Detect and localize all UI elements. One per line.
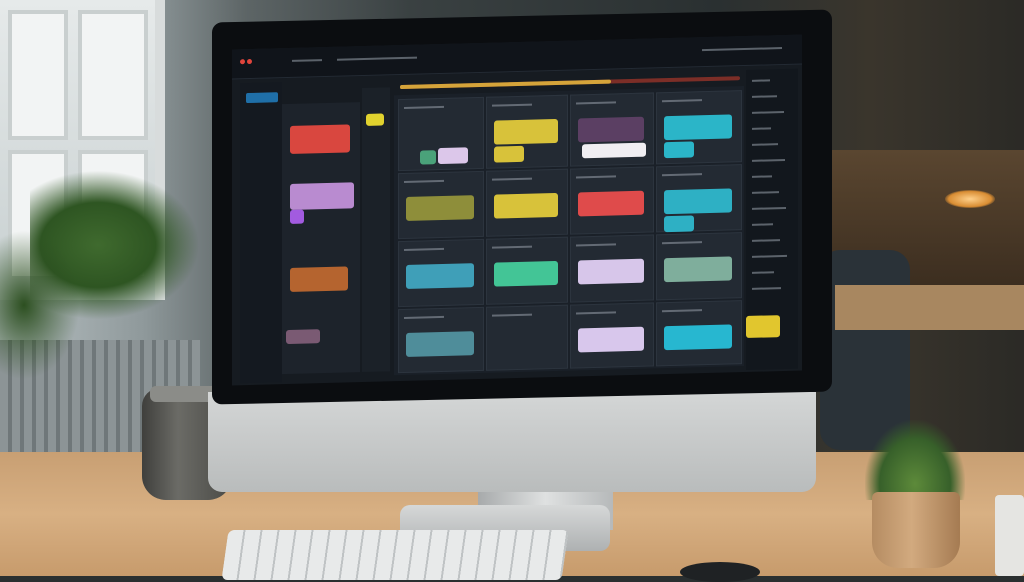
toolbar-text	[337, 56, 417, 61]
task-card[interactable]	[664, 141, 694, 159]
speaker	[995, 495, 1024, 576]
toolbar-text	[702, 47, 782, 52]
task-card[interactable]	[494, 118, 558, 145]
houseplant	[0, 230, 80, 380]
monitor-chin	[208, 392, 816, 492]
task-card[interactable]	[746, 315, 780, 339]
task-card[interactable]	[494, 260, 558, 287]
task-card[interactable]	[406, 263, 474, 289]
mouse	[680, 562, 760, 582]
chair	[820, 250, 910, 450]
task-card[interactable]	[406, 331, 474, 357]
task-card[interactable]	[664, 215, 694, 233]
narrow-column	[362, 87, 390, 373]
task-card[interactable]	[578, 326, 644, 353]
task-card[interactable]	[438, 147, 468, 165]
window-control-icon[interactable]	[240, 59, 245, 65]
task-card[interactable]	[290, 266, 348, 292]
task-card[interactable]	[578, 190, 644, 217]
task-card[interactable]	[290, 182, 354, 210]
task-card[interactable]	[290, 209, 304, 224]
task-card[interactable]	[406, 195, 474, 221]
task-card[interactable]	[578, 258, 644, 285]
task-card[interactable]	[494, 145, 524, 163]
task-card[interactable]	[582, 142, 646, 159]
monitor-screen	[232, 34, 802, 386]
task-card[interactable]	[664, 256, 732, 283]
task-card[interactable]	[494, 192, 558, 219]
keyboard	[221, 530, 569, 580]
sidebar-item-active[interactable]	[246, 92, 278, 104]
lamp	[945, 190, 995, 208]
table	[835, 285, 1024, 330]
task-card[interactable]	[664, 188, 732, 215]
task-card[interactable]	[286, 329, 320, 345]
task-card[interactable]	[664, 324, 732, 351]
sidebar	[240, 82, 282, 384]
task-card[interactable]	[366, 113, 384, 126]
jar-lid	[150, 386, 224, 402]
succulent-plant	[865, 420, 965, 500]
task-card[interactable]	[578, 116, 644, 143]
task-card[interactable]	[290, 124, 350, 154]
toolbar-text	[292, 59, 322, 62]
progress-bar-fill	[400, 79, 611, 90]
plant-pot	[872, 492, 960, 568]
task-card[interactable]	[664, 114, 732, 141]
window-control-icon[interactable]	[247, 58, 252, 65]
task-card[interactable]	[420, 150, 436, 165]
